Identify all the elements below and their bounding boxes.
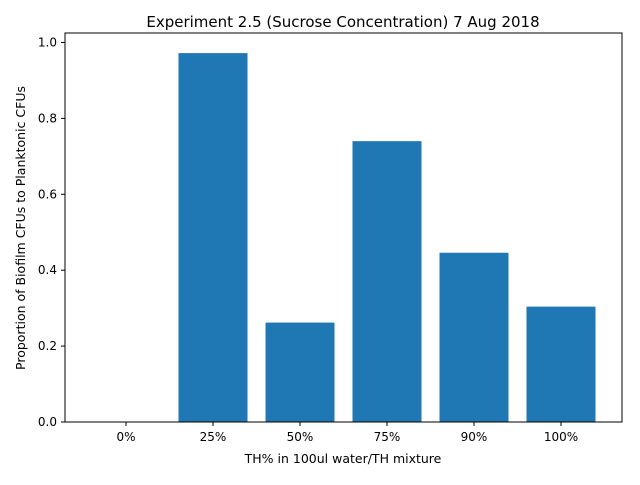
- y-tick-label: 0.4: [38, 263, 57, 277]
- bar-100pct: [526, 306, 596, 422]
- y-tick-label: 0.6: [38, 187, 57, 201]
- x-tick-label: 100%: [544, 430, 578, 444]
- y-axis-label: Proportion of Biofilm CFUs to Planktonic…: [13, 86, 28, 370]
- x-tick-label: 50%: [287, 430, 314, 444]
- x-tick-label: 75%: [374, 430, 401, 444]
- chart-title: Experiment 2.5 (Sucrose Concentration) 7…: [146, 13, 539, 31]
- plot-frame: [64, 32, 623, 423]
- x-axis-ticks: 0% 25% 50% 75% 90% 100%: [116, 422, 578, 444]
- bar-25pct: [178, 53, 248, 423]
- y-axis-ticks: 0.0 0.2 0.4 0.6 0.8 1.0: [38, 35, 65, 429]
- bar-50pct: [265, 322, 335, 422]
- x-axis-label: TH% in 100ul water/TH mixture: [244, 451, 442, 466]
- y-tick-label: 1.0: [38, 35, 57, 49]
- bar-90pct: [439, 252, 509, 422]
- y-tick-label: 0.0: [38, 415, 57, 429]
- bar-75pct: [352, 141, 422, 422]
- x-tick-label: 25%: [200, 430, 227, 444]
- bars-group: [178, 53, 596, 423]
- x-tick-label: 90%: [461, 430, 488, 444]
- x-tick-label: 0%: [116, 430, 135, 444]
- y-tick-label: 0.8: [38, 111, 57, 125]
- y-tick-label: 0.2: [38, 339, 57, 353]
